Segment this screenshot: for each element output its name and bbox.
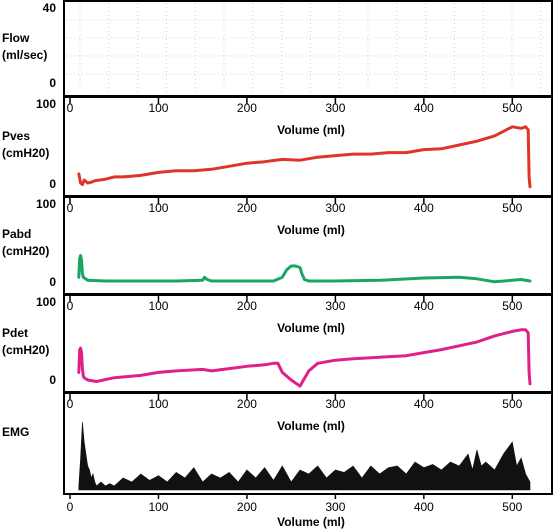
x-axis-label: Volume (ml): [277, 515, 345, 529]
x-tick-label: 100: [148, 397, 168, 411]
pves-trace: [77, 125, 532, 189]
x-tick-label: 300: [325, 299, 345, 313]
x-tick-label: 0: [67, 500, 74, 514]
x-tick-label: 100: [148, 101, 168, 115]
x-tick-label: 100: [148, 201, 168, 215]
x-tick-label: 300: [325, 500, 345, 514]
x-tick-label: 500: [502, 299, 522, 313]
x-axis-label: Volume (ml): [277, 321, 345, 335]
y-tick-label: 40: [43, 1, 57, 15]
x-axis-label: Volume (ml): [277, 123, 345, 137]
panel-frame-3: [63, 294, 553, 393]
y-axis-label: (cmH20): [2, 146, 49, 160]
y-axis-label: Pabd: [2, 227, 31, 241]
x-tick-label: 100: [148, 500, 168, 514]
y-tick-label: 0: [49, 177, 56, 191]
x-tick-label: 500: [502, 101, 522, 115]
x-tick-label: 300: [325, 201, 345, 215]
x-tick-label: 500: [502, 397, 522, 411]
emg-trace: [78, 421, 531, 491]
x-tick-label: 400: [414, 201, 434, 215]
x-tick-label: 500: [502, 201, 522, 215]
y-axis-label: Pves: [2, 129, 30, 143]
y-tick-label: 100: [36, 295, 56, 309]
y-tick-label: 100: [36, 97, 56, 111]
x-tick-label: 500: [502, 500, 522, 514]
x-tick-label: 200: [237, 299, 257, 313]
y-axis-label: Flow: [2, 31, 30, 45]
x-tick-label: 0: [67, 397, 74, 411]
x-tick-label: 200: [237, 201, 257, 215]
panel-frame-4: [63, 392, 553, 495]
panel-frame-1: [63, 96, 553, 197]
y-tick-label: 0: [49, 373, 56, 387]
x-tick-label: 200: [237, 500, 257, 514]
x-tick-label: 300: [325, 101, 345, 115]
y-axis-label: EMG: [2, 425, 29, 439]
y-axis-label: Pdet: [2, 326, 28, 340]
y-tick-label: 0: [49, 76, 56, 90]
y-axis-label: (cmH20): [2, 244, 49, 258]
x-axis-label: Volume (ml): [277, 419, 345, 433]
y-tick-label: 0: [49, 275, 56, 289]
x-tick-label: 400: [414, 397, 434, 411]
x-tick-label: 200: [237, 397, 257, 411]
y-tick-label: 100: [36, 197, 56, 211]
pdet-trace: [77, 328, 532, 388]
x-tick-label: 0: [67, 299, 74, 313]
x-tick-label: 400: [414, 101, 434, 115]
x-tick-label: 400: [414, 500, 434, 514]
x-tick-label: 0: [67, 101, 74, 115]
x-tick-label: 0: [67, 201, 74, 215]
pabd-trace: [77, 254, 532, 284]
x-tick-label: 400: [414, 299, 434, 313]
y-axis-label: (ml/sec): [2, 48, 47, 62]
x-axis-label: Volume (ml): [277, 223, 345, 237]
y-axis-label: (cmH20): [2, 343, 49, 357]
x-tick-label: 100: [148, 299, 168, 313]
x-tick-label: 200: [237, 101, 257, 115]
x-tick-label: 300: [325, 397, 345, 411]
